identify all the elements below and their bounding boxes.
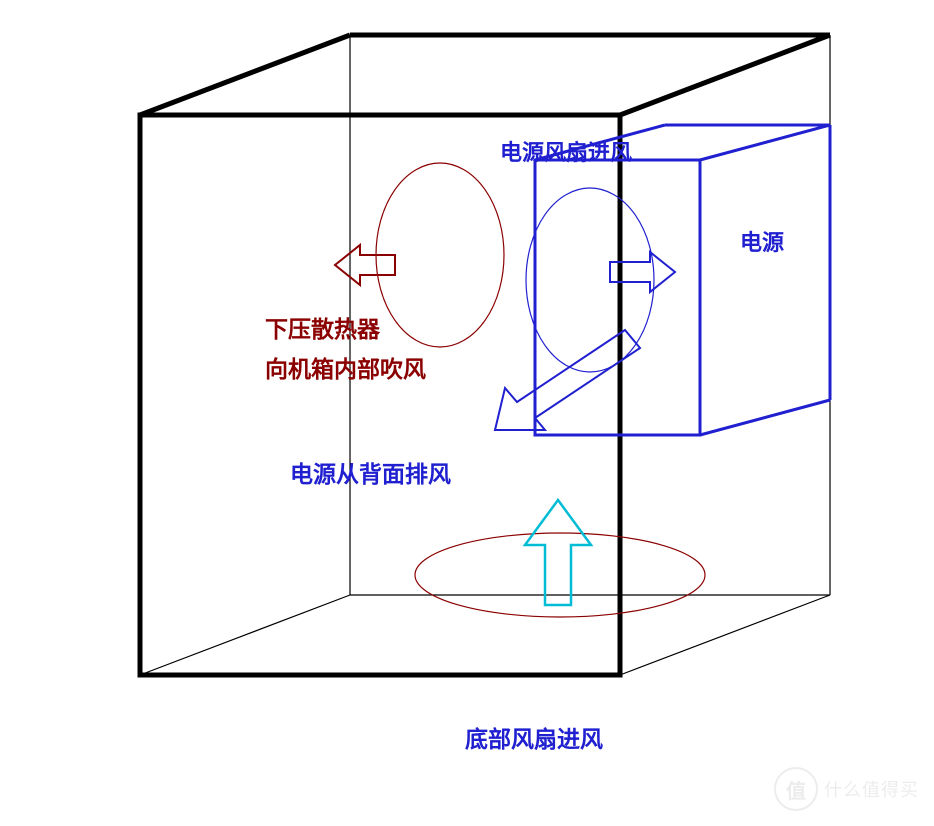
label-psu: 电源 <box>740 225 784 257</box>
label-bottom-intake: 底部风扇进风 <box>465 720 603 754</box>
airflow-diagram: 电源风扇进风 电源 下压散热器 向机箱内部吹风 电源从背面排风 底部风扇进风 值… <box>0 0 934 821</box>
label-cooler-line1: 下压散热器 <box>265 310 380 344</box>
diagram-svg <box>0 0 934 821</box>
label-cooler-line2: 向机箱内部吹风 <box>265 350 426 384</box>
case-box <box>140 35 830 675</box>
label-psu-fan-intake: 电源风扇进风 <box>500 135 632 167</box>
cooler-arrow-left <box>335 245 395 285</box>
psu-fan-ellipse <box>526 188 654 372</box>
bottom-intake-arrow <box>525 500 591 605</box>
label-psu-exhaust: 电源从背面排风 <box>290 455 451 489</box>
watermark: 值 什么值得买 <box>774 767 919 811</box>
watermark-icon: 值 <box>774 767 818 811</box>
watermark-text: 什么值得买 <box>824 776 919 802</box>
